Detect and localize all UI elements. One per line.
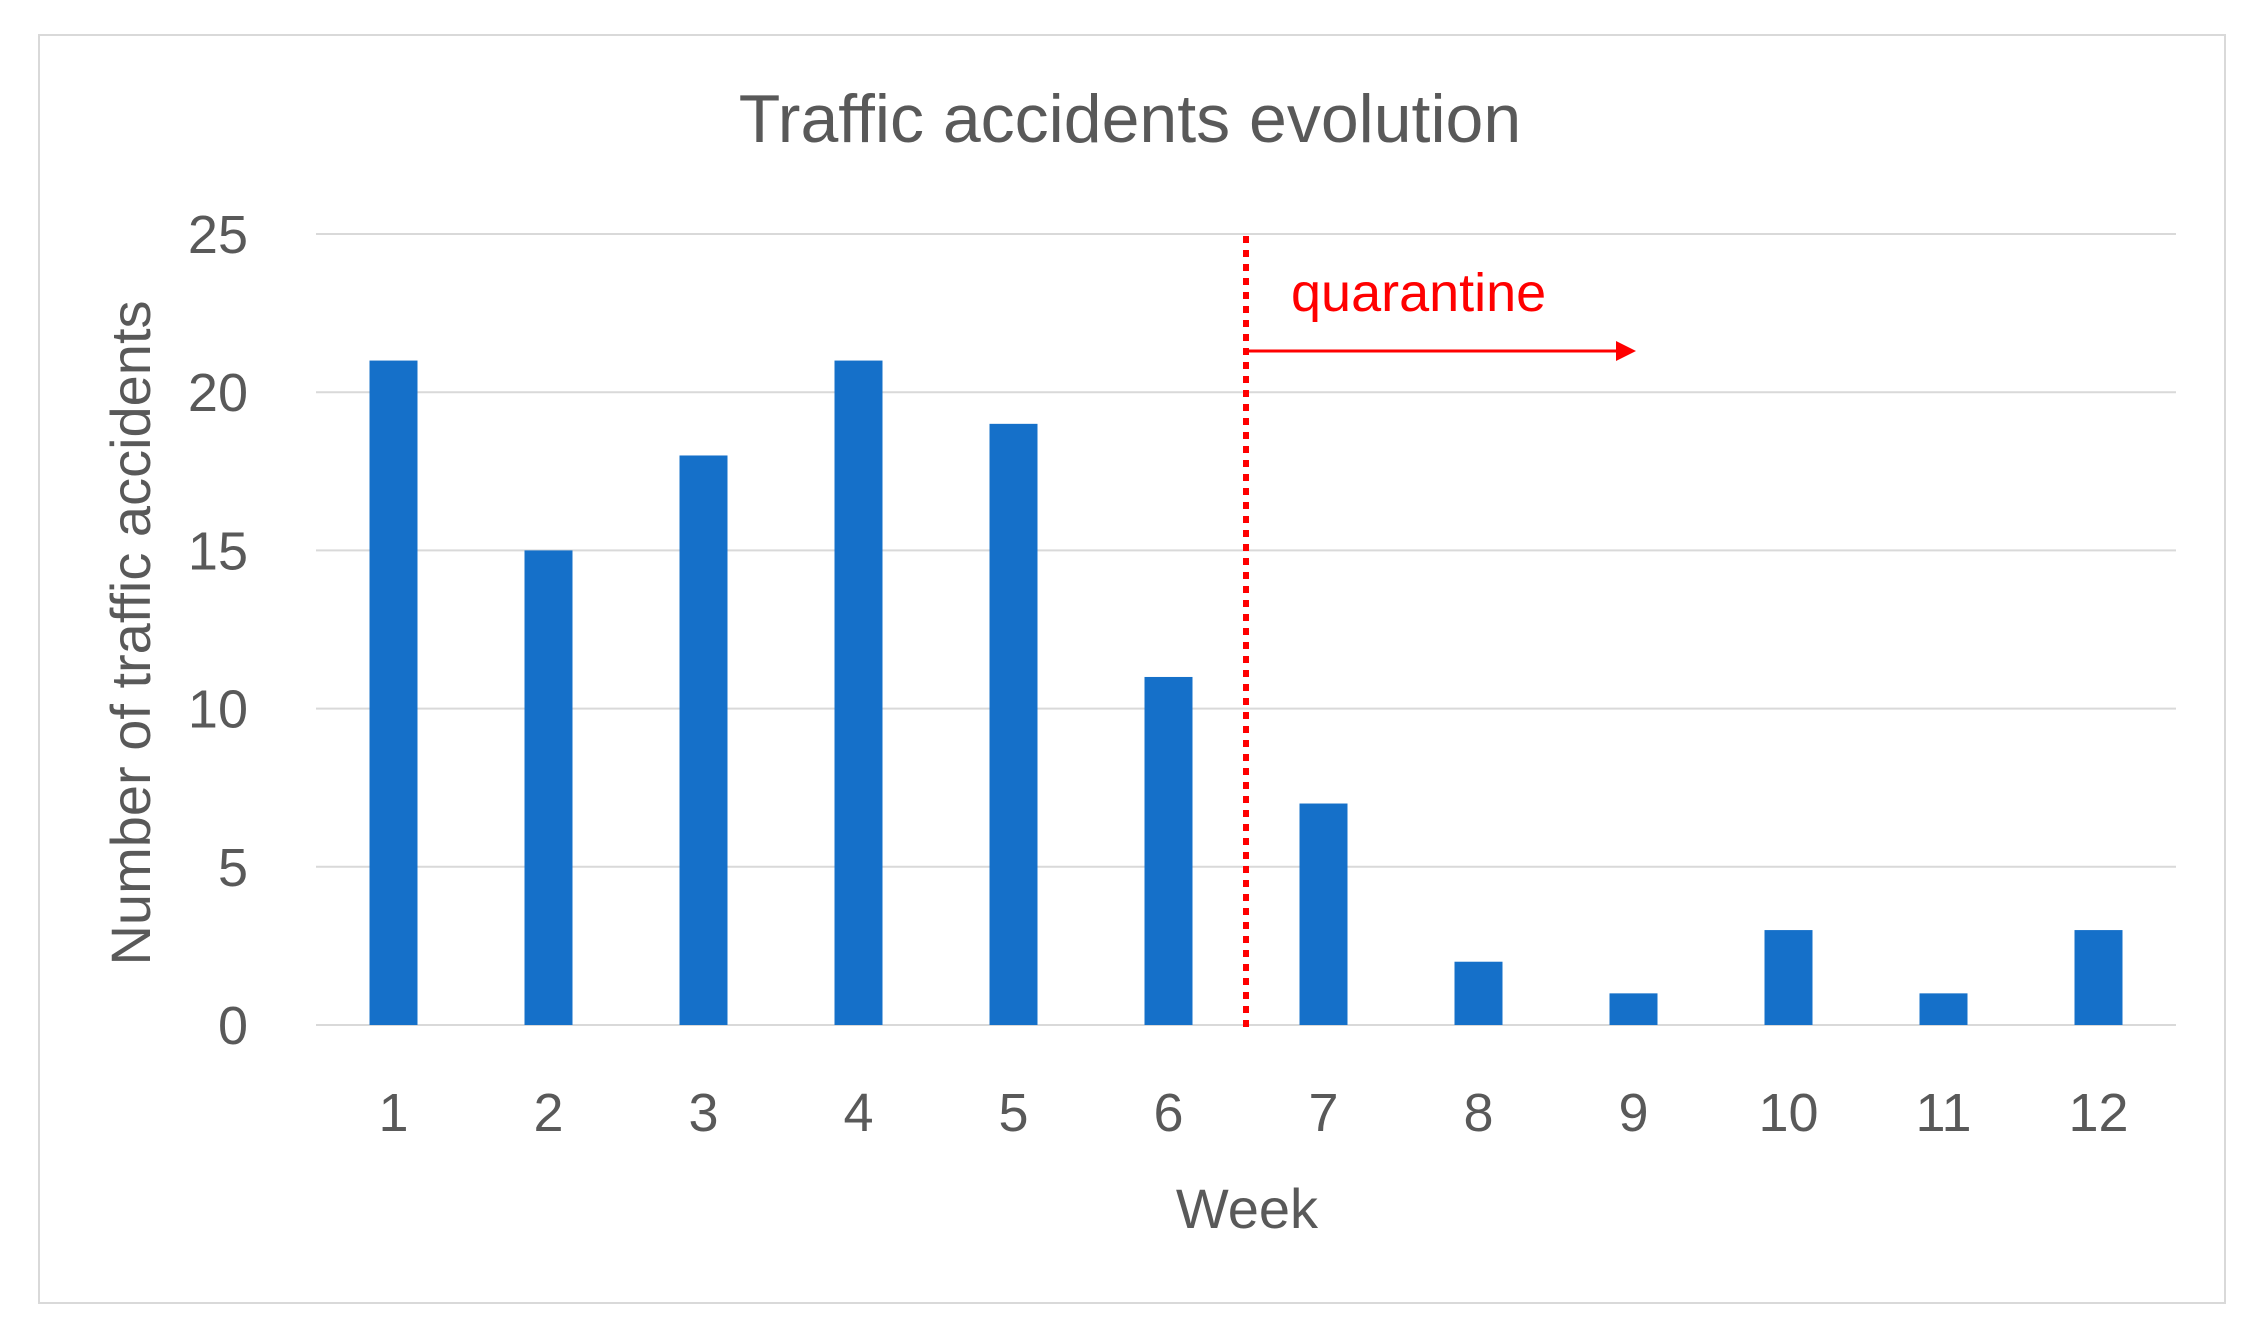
y-axis-label: Number of traffic accidents <box>99 300 162 965</box>
x-tick-label: 2 <box>533 1083 563 1143</box>
x-tick-label: 11 <box>1915 1083 1971 1143</box>
bar <box>1144 676 1193 1025</box>
bar <box>989 423 1038 1026</box>
y-tick-label: 5 <box>218 838 248 898</box>
bar <box>1299 803 1348 1025</box>
quarantine-annotation: quarantine <box>1243 236 1636 1033</box>
bar <box>679 455 728 1026</box>
x-axis-label: Week <box>1176 1177 1319 1240</box>
quarantine-arrowhead-icon <box>1616 341 1636 361</box>
bar <box>1609 993 1658 1025</box>
quarantine-label: quarantine <box>1291 263 1546 323</box>
bar <box>1764 930 1813 1025</box>
x-tick-label: 3 <box>688 1083 718 1143</box>
bar <box>1454 961 1503 1025</box>
x-tick-label: 12 <box>2068 1083 2128 1143</box>
x-tick-label: 9 <box>1618 1083 1648 1143</box>
x-tick-label: 4 <box>843 1083 873 1143</box>
x-tick-label: 7 <box>1308 1083 1338 1143</box>
chart-title: Traffic accidents evolution <box>739 81 1521 157</box>
bar <box>2074 930 2123 1025</box>
bar <box>524 550 573 1025</box>
y-tick-label: 10 <box>188 680 248 740</box>
bar <box>369 360 418 1025</box>
x-tick-labels: 1 2 3 4 5 6 7 8 9 10 11 12 <box>378 1083 2128 1143</box>
y-tick-label: 20 <box>188 363 248 423</box>
x-tick-label: 1 <box>378 1083 408 1143</box>
x-tick-label: 10 <box>1758 1083 1818 1143</box>
y-tick-label: 25 <box>188 205 248 265</box>
y-tick-label: 15 <box>188 521 248 581</box>
x-tick-label: 6 <box>1153 1083 1183 1143</box>
bar <box>1919 993 1968 1025</box>
x-tick-label: 8 <box>1463 1083 1493 1143</box>
bars <box>369 360 2123 1026</box>
y-tick-labels: 0 5 10 15 20 25 <box>188 205 248 1056</box>
y-tick-label: 0 <box>218 996 248 1056</box>
x-tick-label: 5 <box>998 1083 1028 1143</box>
bar <box>834 360 883 1025</box>
